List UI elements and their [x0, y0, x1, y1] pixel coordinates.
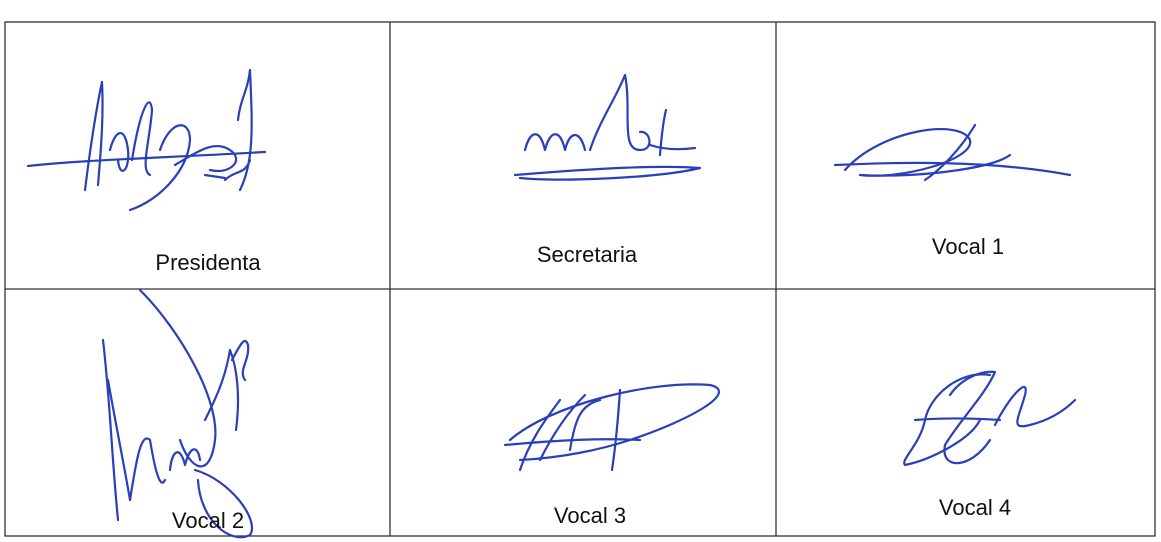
role-label: Presidenta: [155, 250, 261, 275]
signature-secretaria: [513, 73, 702, 181]
page-background: [5, 22, 1155, 537]
role-label: Vocal 2: [172, 508, 244, 533]
signature-vocal-1: [833, 123, 1072, 182]
signature-presidenta: [26, 68, 267, 212]
role-label: Vocal 4: [939, 495, 1011, 520]
signature-vocal-4: [903, 370, 1077, 467]
role-label: Vocal 1: [932, 234, 1004, 259]
signature-vocal-3: [503, 383, 720, 472]
role-label: Vocal 3: [554, 503, 626, 528]
table-border: [4, 21, 1156, 537]
signature-vocal-2: [101, 288, 253, 539]
role-label: Secretaria: [537, 242, 638, 267]
